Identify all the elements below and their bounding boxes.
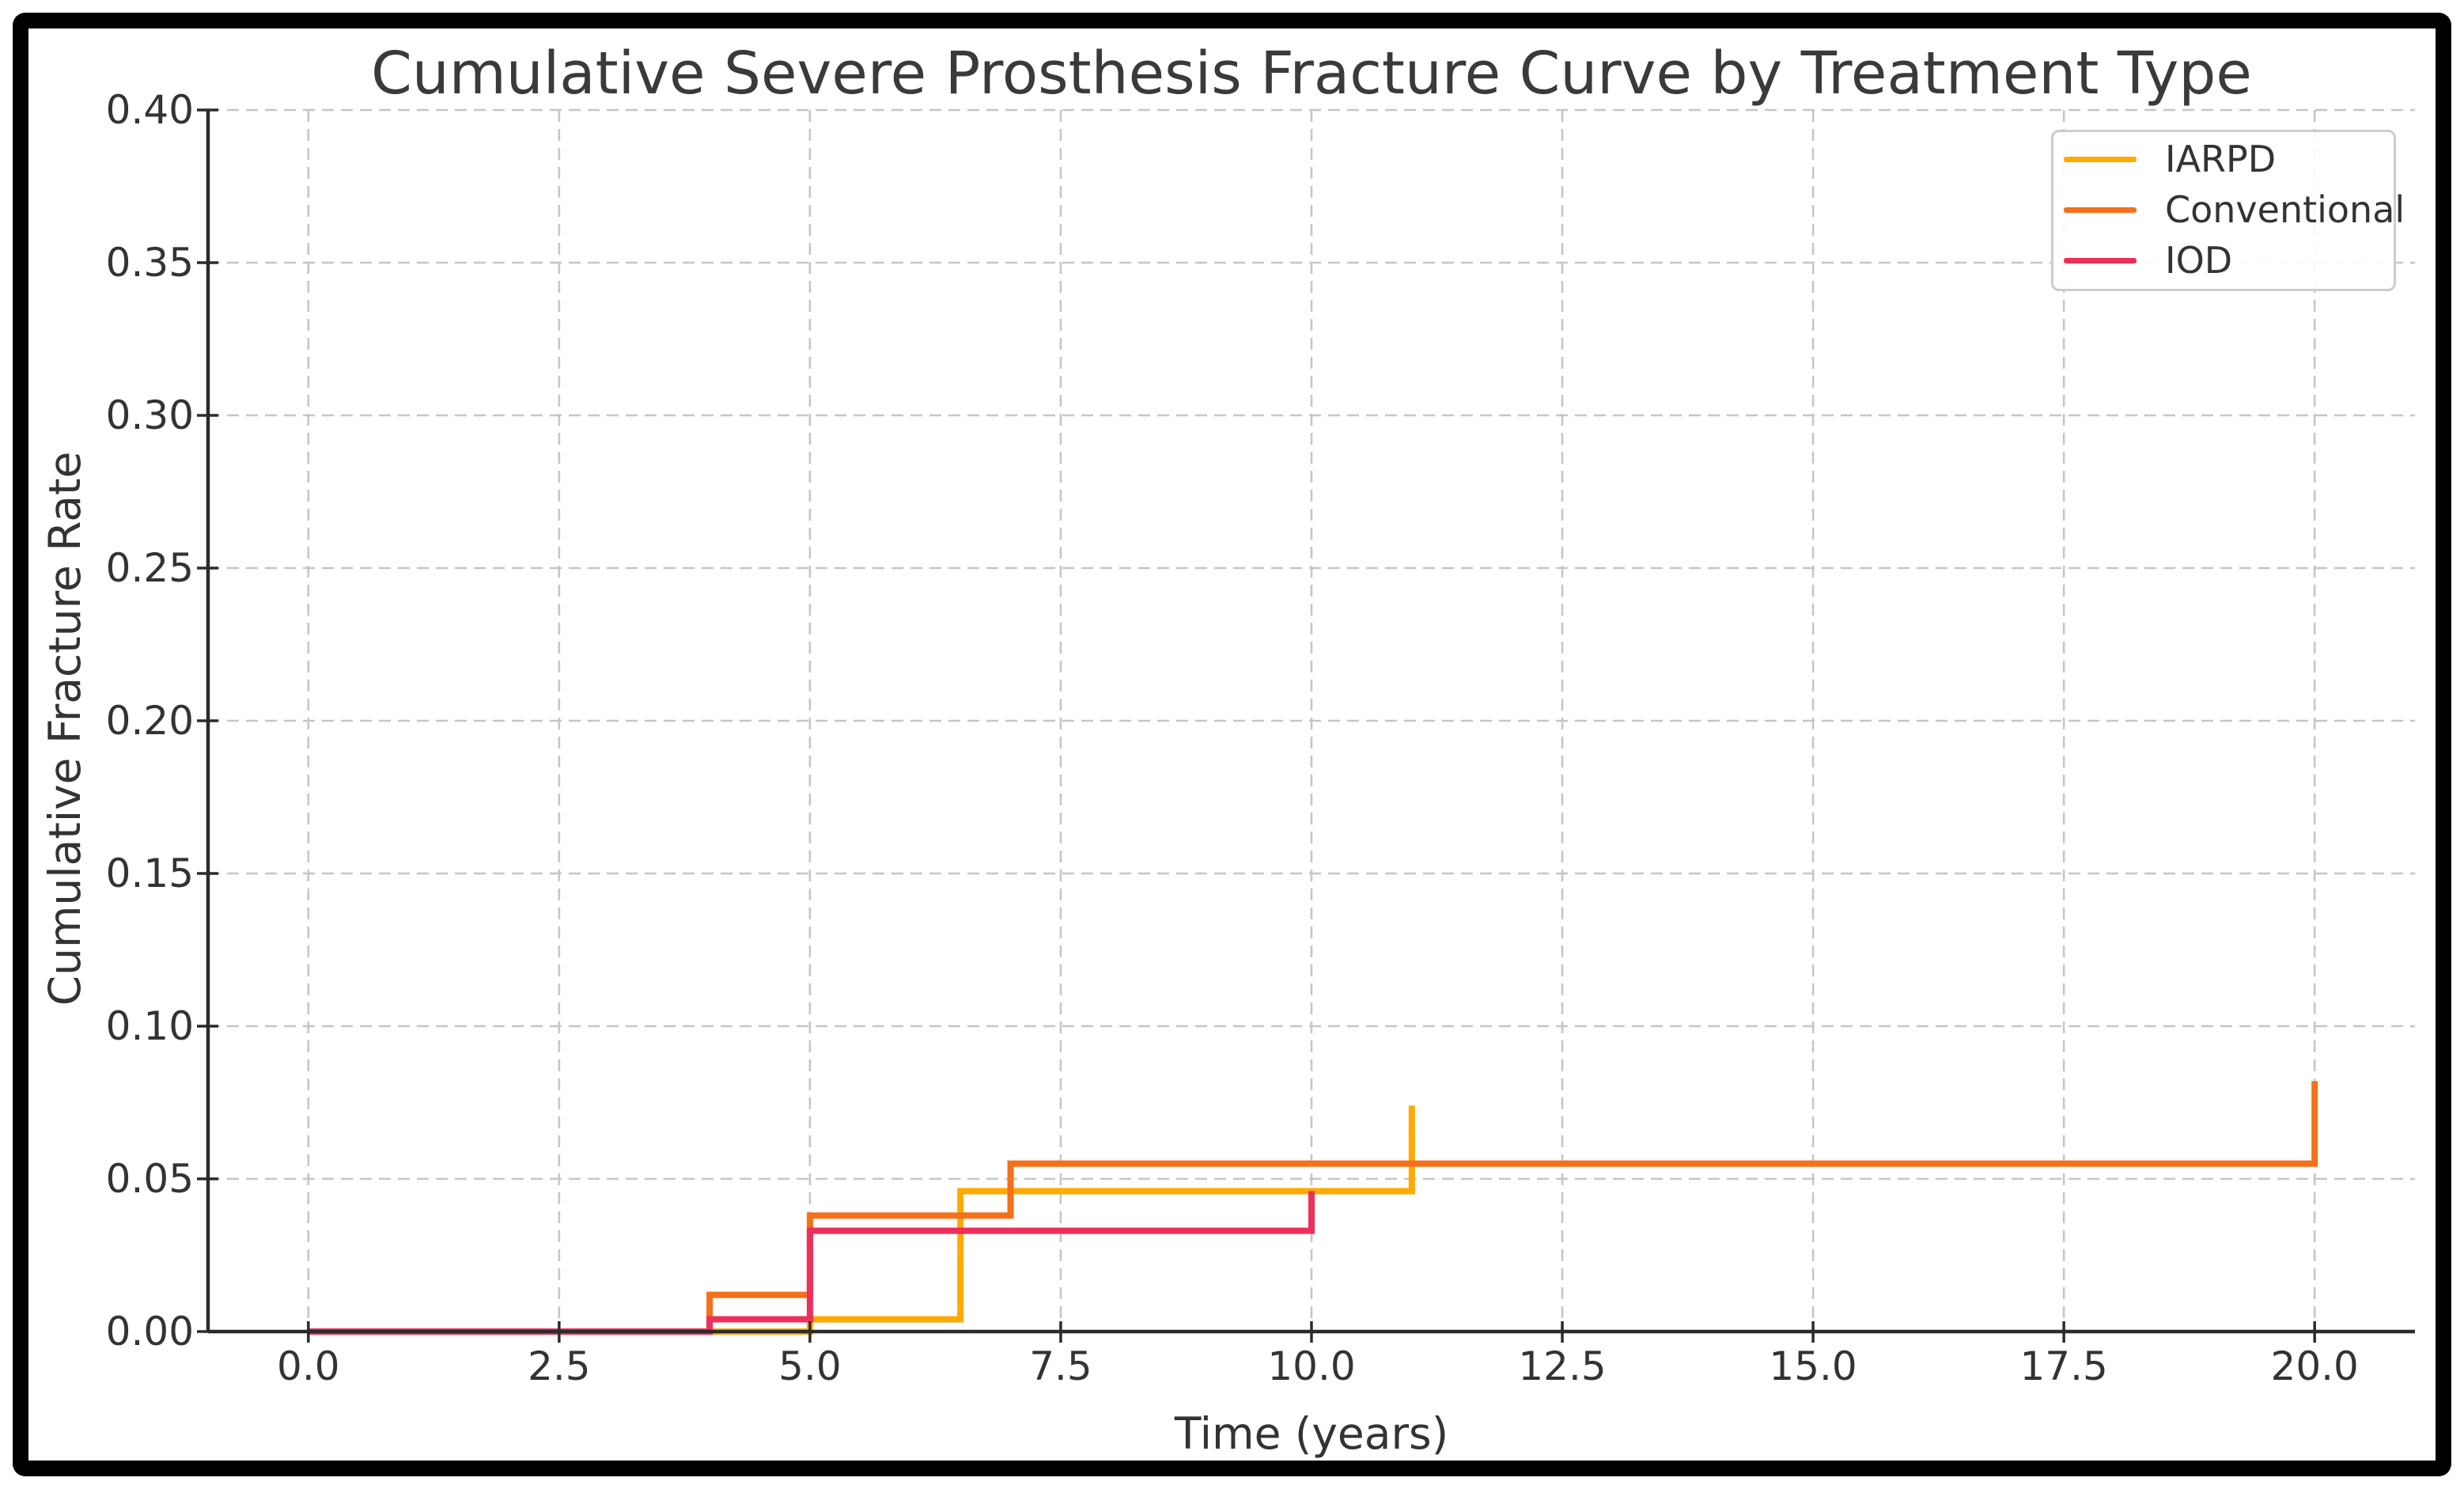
legend-item-iod: IOD (2064, 235, 2394, 286)
legend-label-iod: IOD (2165, 239, 2233, 282)
y-tick-label: 0.10 (105, 1003, 194, 1049)
y-tick-label: 0.30 (105, 392, 194, 438)
x-tick-label: 12.5 (1518, 1343, 1607, 1389)
y-tick-label: 0.20 (105, 698, 194, 744)
x-tick-label: 0.0 (277, 1343, 340, 1389)
x-tick-label: 15.0 (1769, 1343, 1857, 1389)
x-tick-label: 10.0 (1267, 1343, 1356, 1389)
y-tick-label: 0.40 (105, 87, 194, 133)
legend-swatch-conventional (2064, 206, 2137, 213)
y-tick-label: 0.35 (105, 240, 194, 286)
x-tick-label: 2.5 (528, 1343, 591, 1389)
chart-title: Cumulative Severe Prosthesis Fracture Cu… (371, 40, 2252, 108)
y-tick-label: 0.15 (105, 851, 194, 896)
x-tick-label: 20.0 (2270, 1343, 2359, 1389)
y-tick-label: 0.00 (105, 1309, 194, 1354)
x-axis-label: Time (years) (1174, 1408, 1449, 1459)
legend-item-conventional: Conventional (2064, 184, 2405, 235)
legend-swatch-iarpd (2064, 156, 2137, 162)
x-tick-label: 17.5 (2019, 1343, 2108, 1389)
legend-item-iarpd: IARPD (2064, 134, 2394, 184)
x-tick-label: 7.5 (1029, 1343, 1092, 1389)
legend-label-conventional: Conventional (2165, 188, 2405, 231)
x-tick-label: 5.0 (778, 1343, 842, 1389)
y-tick-label: 0.25 (105, 545, 194, 591)
y-tick-label: 0.05 (105, 1156, 194, 1202)
legend-label-iarpd: IARPD (2165, 138, 2277, 180)
legend-swatch-iod (2064, 257, 2137, 263)
legend: IARPD Conventional IOD (2051, 130, 2405, 291)
